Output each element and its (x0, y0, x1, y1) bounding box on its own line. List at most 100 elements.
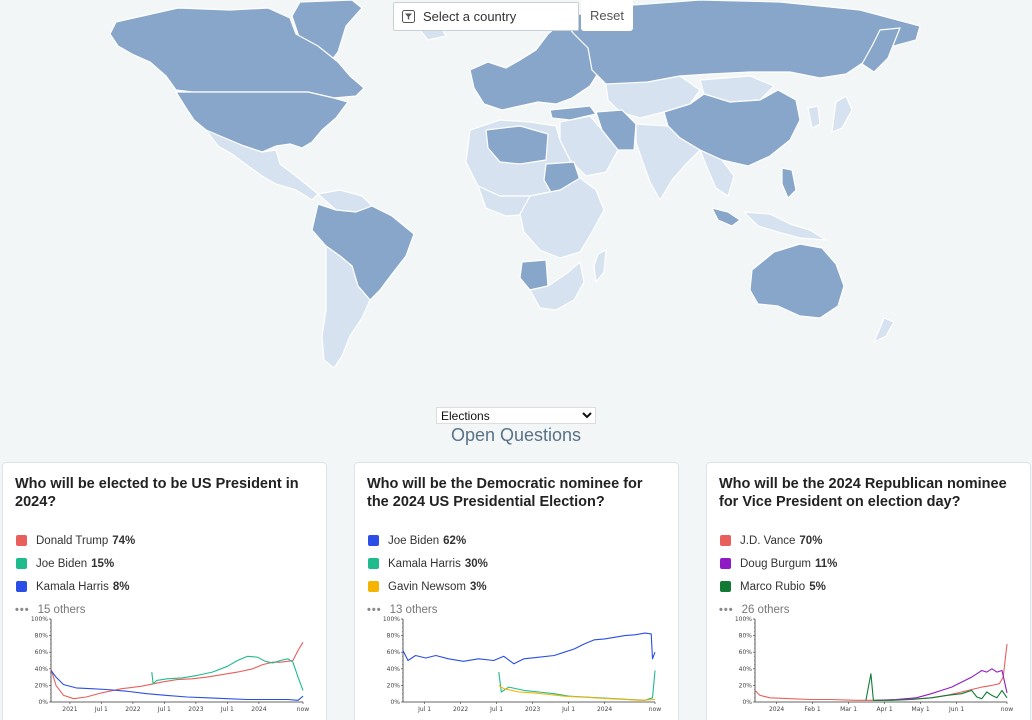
country-select[interactable]: Select a country (393, 2, 579, 31)
option-pct: 15% (91, 557, 115, 570)
option-swatch (368, 581, 379, 592)
country-indonesia[interactable] (743, 211, 827, 241)
x-tick-label: Jul 1 (489, 706, 503, 713)
x-tick-label: Jul 1 (157, 706, 171, 713)
x-tick-label: Feb 1 (804, 706, 821, 713)
y-tick-label: 80% (387, 633, 401, 640)
filter-icon (402, 10, 415, 23)
x-tick-label: Jul 1 (220, 706, 234, 713)
option-row: Gavin Newsom 3% (367, 575, 666, 598)
series-line (498, 684, 656, 701)
option-row: J.D. Vance 70% (719, 529, 1018, 552)
option-name: Donald Trump (36, 534, 109, 547)
reset-button[interactable]: Reset (581, 0, 633, 31)
probability-chart: 0% 20% 40% 60% 80% 100% 2021 Jul 1 2022 Jul 1 2023… (31, 616, 309, 713)
others-row[interactable]: ••• 13 others (367, 598, 666, 621)
country-libya[interactable] (485, 125, 549, 165)
y-tick-label: 80% (35, 633, 49, 640)
question-title[interactable]: Who will be the Democratic nominee for t… (367, 476, 643, 510)
x-tick-label: 2023 (525, 706, 540, 713)
country-australia[interactable] (749, 243, 845, 319)
x-tick-label: 2024 (597, 706, 612, 713)
x-tick-label: Apr 1 (877, 706, 893, 713)
y-tick-label: 0% (390, 699, 400, 706)
question-title[interactable]: Who will be the 2024 Republican nominee … (719, 476, 1007, 510)
country-russia-east[interactable] (861, 27, 901, 73)
others-row[interactable]: ••• 15 others (15, 598, 314, 621)
question-card[interactable]: Who will be the 2024 Republican nominee … (706, 462, 1031, 720)
option-name: Doug Burgum (740, 557, 811, 570)
y-tick-label: 40% (35, 666, 49, 673)
country-malaysia[interactable] (711, 207, 741, 227)
x-tick-label: 2022 (125, 706, 140, 713)
option-pct: 74% (112, 534, 136, 547)
others-count: 15 others (37, 603, 86, 616)
y-tick-label: 80% (739, 633, 753, 640)
country-central-africa[interactable] (519, 177, 605, 259)
country-japan[interactable] (831, 95, 853, 133)
country-iran[interactable] (595, 109, 637, 151)
x-tick-label: Mar 1 (840, 706, 857, 713)
option-swatch (720, 581, 731, 592)
others-count: 26 others (741, 603, 790, 616)
x-tick-label: 2021 (62, 706, 77, 713)
option-name: Kamala Harris (388, 557, 461, 570)
y-tick-label: 60% (739, 649, 753, 656)
series-line (875, 668, 1008, 701)
option-swatch (368, 535, 379, 546)
world-map[interactable] (0, 0, 1032, 400)
series-line (50, 641, 304, 700)
section-title: Open Questions (450, 425, 582, 445)
y-tick-label: 40% (739, 666, 753, 673)
option-name: Joe Biden (388, 534, 440, 547)
option-swatch (16, 581, 27, 592)
country-madagascar[interactable] (593, 249, 607, 283)
country-philippines[interactable] (781, 167, 797, 199)
y-tick-label: 60% (387, 649, 401, 656)
others-count: 13 others (389, 603, 438, 616)
probability-chart: 0% 20% 40% 60% 80% 100% Jul 1 2022 Jul 1 2023 Jul … (383, 616, 661, 713)
option-row: Joe Biden 15% (15, 552, 314, 575)
category-select[interactable]: Elections (436, 407, 596, 424)
option-name: Joe Biden (36, 557, 88, 570)
country-turkey[interactable] (549, 105, 597, 121)
y-tick-label: 100% (31, 616, 48, 623)
country-thailand[interactable] (699, 149, 735, 197)
country-new-zealand[interactable] (873, 317, 895, 343)
y-tick-label: 20% (35, 682, 49, 689)
x-tick-label: now (297, 706, 309, 713)
option-pct: 5% (809, 580, 826, 593)
option-pct: 62% (443, 534, 467, 547)
country-india[interactable] (635, 123, 701, 201)
question-card[interactable]: Who will be elected to be US President i… (2, 462, 327, 720)
option-row: Marco Rubio 5% (719, 575, 1018, 598)
question-title[interactable]: Who will be elected to be US President i… (15, 476, 299, 510)
question-card[interactable]: Who will be the Democratic nominee for t… (354, 462, 679, 720)
country-mexico[interactable] (205, 129, 319, 201)
probability-chart: 0% 20% 40% 60% 80% 100% 2024 Feb 1 Mar 1 Apr 1 May… (735, 616, 1013, 713)
ellipsis-icon: ••• (719, 603, 734, 616)
series-line (754, 643, 1008, 701)
country-angola[interactable] (519, 259, 549, 291)
country-argentina[interactable] (321, 245, 371, 369)
option-pct: 3% (469, 580, 487, 593)
ellipsis-icon: ••• (367, 603, 382, 616)
country-russia[interactable] (559, 0, 921, 89)
option-row: Joe Biden 62% (367, 529, 666, 552)
country-korea[interactable] (807, 105, 821, 129)
option-swatch (368, 558, 379, 569)
country-south-africa[interactable] (529, 261, 585, 311)
series-line (151, 655, 304, 691)
series-line (865, 673, 1008, 701)
x-tick-label: now (1001, 706, 1013, 713)
x-tick-label: 2024 (251, 706, 266, 713)
x-tick-label: now (649, 706, 661, 713)
x-tick-label: Jul 1 (417, 706, 431, 713)
country-united-states[interactable] (175, 91, 349, 153)
y-tick-label: 60% (35, 649, 49, 656)
x-tick-label: 2022 (453, 706, 468, 713)
option-pct: 8% (112, 580, 130, 593)
others-row[interactable]: ••• 26 others (719, 598, 1018, 621)
x-tick-label: May 1 (912, 706, 930, 713)
option-pct: 30% (464, 557, 488, 570)
